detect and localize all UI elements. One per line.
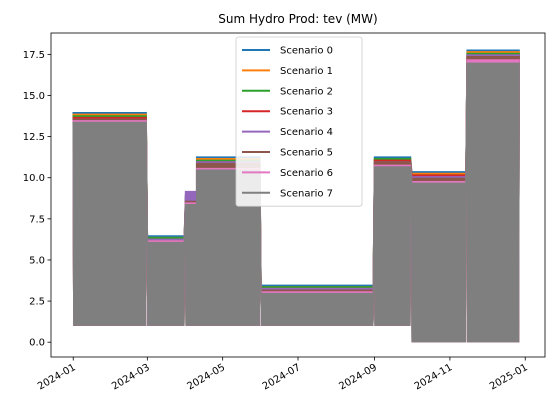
y-tick-label-3: 7.5 bbox=[29, 214, 45, 225]
legend-label-0: Scenario 0 bbox=[280, 46, 333, 57]
y-tick-label-6: 15.0 bbox=[23, 91, 45, 102]
legend-label-6: Scenario 6 bbox=[280, 168, 333, 179]
series-line-7 bbox=[72, 62, 520, 343]
y-tick-label-5: 12.5 bbox=[23, 132, 45, 143]
legend-label-4: Scenario 4 bbox=[280, 127, 333, 138]
legend-label-1: Scenario 1 bbox=[280, 66, 333, 77]
y-tick-label-1: 2.5 bbox=[29, 297, 45, 308]
y-tick-label-2: 5.0 bbox=[29, 255, 45, 266]
legend-label-5: Scenario 5 bbox=[280, 148, 333, 159]
y-tick-label-4: 10.0 bbox=[23, 173, 45, 184]
legend-label-2: Scenario 2 bbox=[280, 86, 333, 97]
legend: Scenario 0 Scenario 1 Scenario 2 Scenario 3… bbox=[235, 36, 363, 207]
y-tick-label-0: 0.0 bbox=[29, 338, 45, 349]
series-layer bbox=[72, 49, 520, 343]
legend-label-3: Scenario 3 bbox=[280, 107, 333, 118]
y-tick-label-7: 17.5 bbox=[23, 50, 45, 61]
legend-box bbox=[235, 36, 363, 207]
y-axis: 0.0 2.5 5.0 7.5 10.0 12.5 15.0 17.5 bbox=[23, 50, 51, 349]
legend-label-7: Scenario 7 bbox=[280, 188, 333, 199]
chart-title: Sum Hydro Prod: tev (MW) bbox=[218, 12, 377, 26]
